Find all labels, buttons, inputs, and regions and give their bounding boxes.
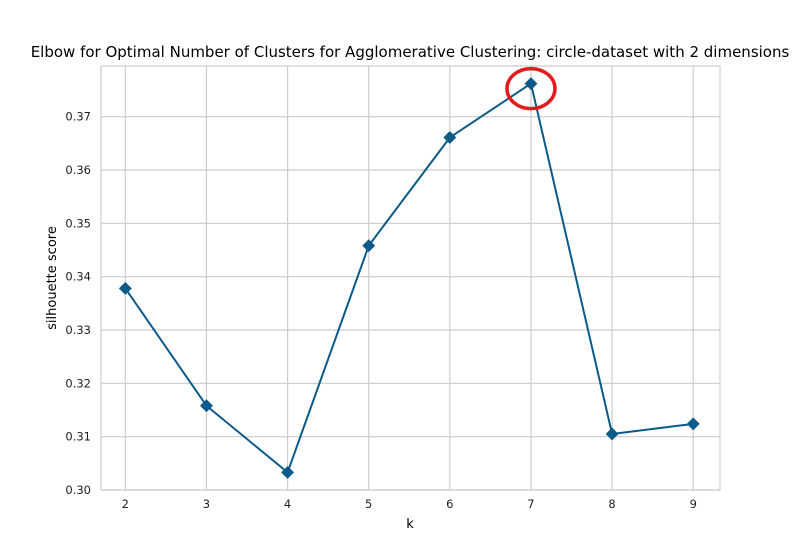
y-tick-label: 0.33	[65, 323, 91, 337]
x-tick-label: 3	[203, 497, 210, 511]
data-point-marker	[118, 281, 132, 295]
data-point-marker	[605, 427, 619, 441]
chart-title: Elbow for Optimal Number of Clusters for…	[31, 43, 790, 61]
x-tick-label: 2	[122, 497, 129, 511]
series-line	[124, 82, 694, 474]
plot-frame	[100, 65, 721, 491]
x-axis-label: k	[406, 517, 414, 532]
x-tick-label: 9	[690, 497, 697, 511]
y-tick-label: 0.34	[65, 270, 91, 284]
data-point-marker	[686, 417, 700, 431]
data-point-marker	[281, 465, 295, 479]
y-tick-label: 0.30	[65, 483, 91, 497]
data-point-marker	[524, 77, 538, 91]
y-tick-label: 0.36	[65, 163, 91, 177]
x-tick-label: 4	[284, 497, 291, 511]
data-point-marker	[443, 130, 457, 145]
data-series	[118, 77, 700, 479]
y-tick-label: 0.31	[65, 430, 91, 444]
y-tick-label: 0.32	[65, 376, 91, 390]
y-tick-label: 0.35	[65, 216, 91, 230]
x-tick-label: 6	[446, 497, 453, 511]
data-point-marker	[199, 399, 214, 413]
highlight-circle	[505, 66, 557, 111]
y-axis-label: silhouette score	[45, 226, 60, 330]
y-tick-label: 0.37	[65, 110, 91, 124]
x-tick-labels: 2 3 4 5 6 7 8 9	[122, 497, 697, 511]
x-tick-label: 5	[365, 497, 372, 511]
x-tick-label: 7	[527, 497, 534, 511]
y-tick-labels: 0.30 0.31 0.32 0.33 0.34 0.35 0.36 0.37	[65, 110, 91, 497]
x-tick-label: 8	[608, 497, 615, 511]
grid-lines	[101, 66, 720, 491]
data-point-marker	[362, 239, 376, 253]
highlight-annotation	[505, 66, 557, 111]
